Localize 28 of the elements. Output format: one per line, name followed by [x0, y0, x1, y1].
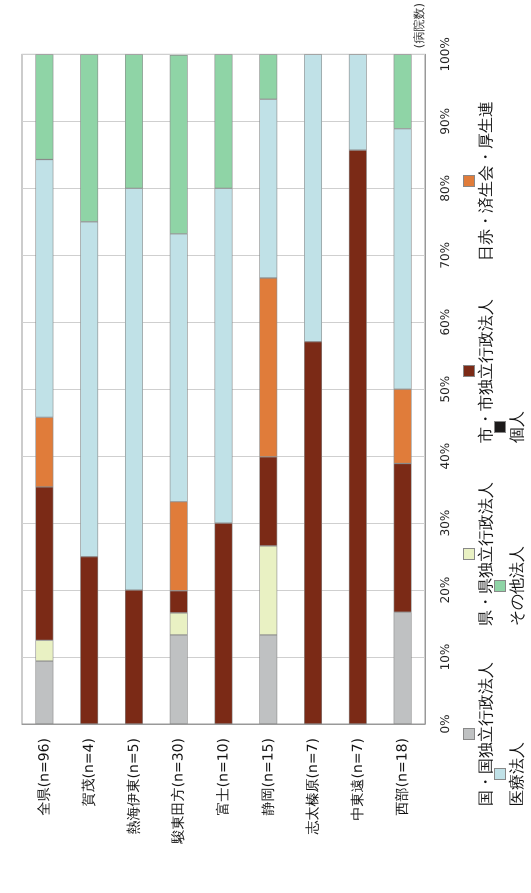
x-tick-label: 賀茂(n=4) [81, 738, 98, 806]
x-tick-label: 全県(n=96) [36, 738, 52, 816]
y-tick-label: 90% [438, 108, 452, 135]
x-tick-label: 富士(n=10) [216, 738, 232, 816]
y-tick-label: 80% [438, 174, 452, 202]
y-tick-label: 60% [438, 308, 452, 336]
legend-label: 日赤・済生会・厚生連 [476, 101, 495, 261]
y-tick-label: 100% [438, 37, 452, 72]
y-tick-label: 70% [438, 242, 452, 269]
y-tick-label: 50% [438, 376, 452, 403]
legend-label: 県・県独立行政法人 [476, 482, 495, 626]
legend-label: 国・国独立行政法人 [476, 662, 495, 806]
x-tick-label: 西部(n=18) [394, 738, 411, 816]
x-tick-label: 志太榛原(n=7) [305, 738, 322, 834]
x-tick-label: 駿東田方(n=30) [170, 738, 187, 844]
y-tick-label: 10% [438, 644, 452, 670]
y-tick-label: 30% [438, 510, 452, 536]
x-tick-label: 熱海伊東(n=5) [126, 738, 142, 834]
y-tick-label: 40% [438, 442, 452, 470]
legend-label: 市・市独立行政法人 [476, 299, 495, 443]
legend-label: その他法人 [507, 546, 526, 626]
y-tick-label: 0% [438, 714, 452, 734]
legend-label: 医療法人 [507, 742, 526, 806]
y-tick-label: 20% [438, 576, 452, 604]
x-tick-label: 静岡(n=15) [260, 738, 276, 816]
x-tick-label: 中東遠(n=7) [350, 738, 366, 820]
y-axis-title: (病院数) [412, 2, 426, 48]
legend-label: 個人 [507, 411, 526, 443]
